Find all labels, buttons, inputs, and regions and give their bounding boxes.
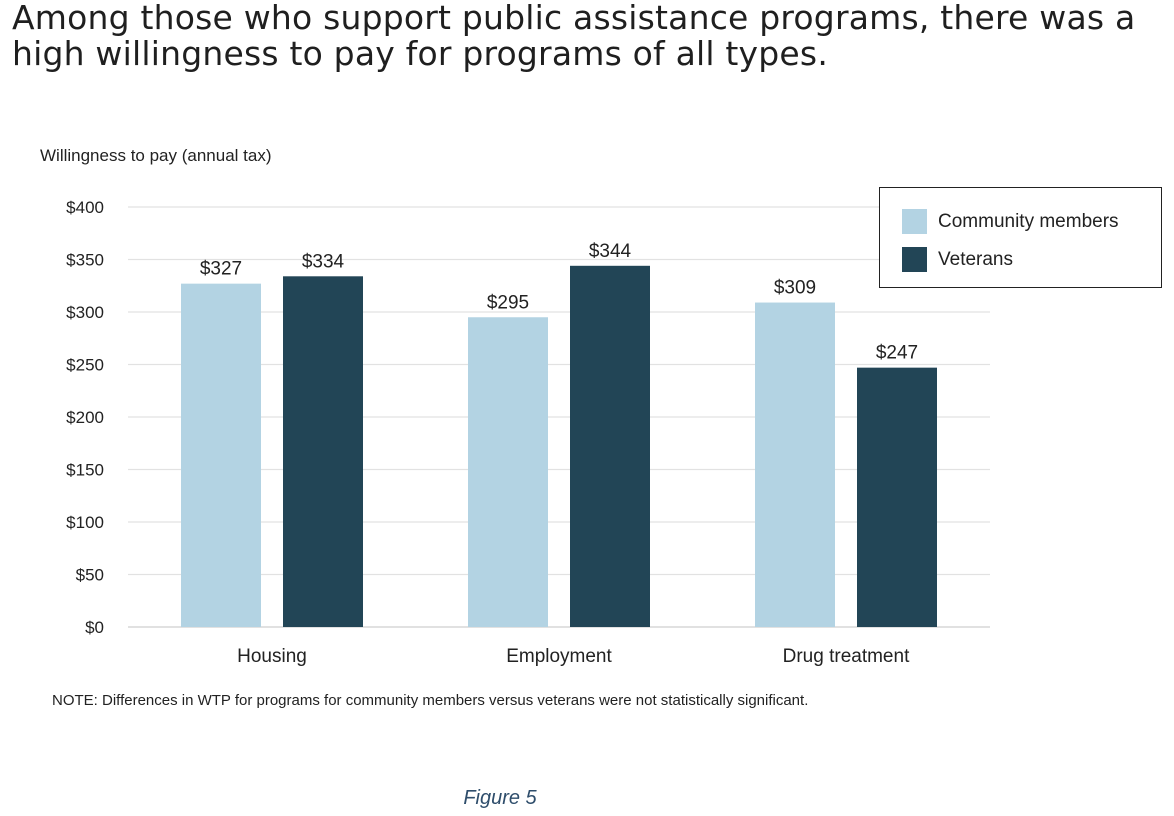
y-tick-label: $200 (66, 408, 104, 427)
y-tick-label: $100 (66, 513, 104, 532)
bar-value-label: $247 (876, 343, 918, 364)
bar-employment-veterans (570, 265, 650, 627)
y-tick-label: $50 (76, 566, 104, 585)
bar-housing-veterans (283, 276, 363, 627)
x-tick-labels: Housing Employment Drug treatment (237, 646, 910, 667)
gridlines (128, 206, 990, 628)
y-tick-labels: $0 $50 $100 $150 $200 $250 $300 $350 $400 (66, 198, 104, 637)
y-tick-label: $300 (66, 303, 104, 322)
legend-item-community-members: Community members (902, 209, 1119, 234)
legend-item-veterans: Veterans (902, 247, 1013, 272)
bar-value-label: $327 (200, 259, 242, 280)
bar-value-label: $334 (302, 251, 345, 272)
legend-label-community-members: Community members (938, 210, 1119, 232)
bar-value-label: $309 (774, 278, 816, 299)
y-tick-label: $250 (66, 356, 104, 375)
bar-drug-treatment-community-members (755, 302, 835, 627)
legend-swatch-community-members (902, 209, 927, 234)
bar-housing-community-members (181, 283, 261, 627)
y-axis-title: Willingness to pay (annual tax) (40, 146, 272, 165)
chart-headline: Among those who support public assistanc… (12, 0, 1136, 73)
legend-label-veterans: Veterans (938, 248, 1013, 270)
figure-caption: Figure 5 (463, 787, 537, 809)
legend-swatch-veterans (902, 247, 927, 272)
x-tick-label: Drug treatment (783, 646, 910, 667)
y-tick-label: $400 (66, 198, 104, 217)
bar-value-label: $295 (487, 292, 529, 313)
y-tick-label: $150 (66, 461, 104, 480)
y-tick-label: $350 (66, 251, 104, 270)
x-tick-label: Employment (506, 646, 612, 667)
bar-value-labels: $327 $334 $295 $344 $309 $247 (200, 241, 918, 364)
bar-employment-community-members (468, 317, 548, 627)
bar-value-label: $344 (589, 241, 632, 262)
bar-drug-treatment-veterans (857, 367, 937, 627)
y-tick-label: $0 (85, 618, 104, 637)
bars (181, 265, 937, 627)
chart-note: NOTE: Differences in WTP for programs fo… (52, 692, 809, 709)
x-tick-label: Housing (237, 646, 307, 667)
chart-legend: Community members Veterans (879, 187, 1162, 288)
